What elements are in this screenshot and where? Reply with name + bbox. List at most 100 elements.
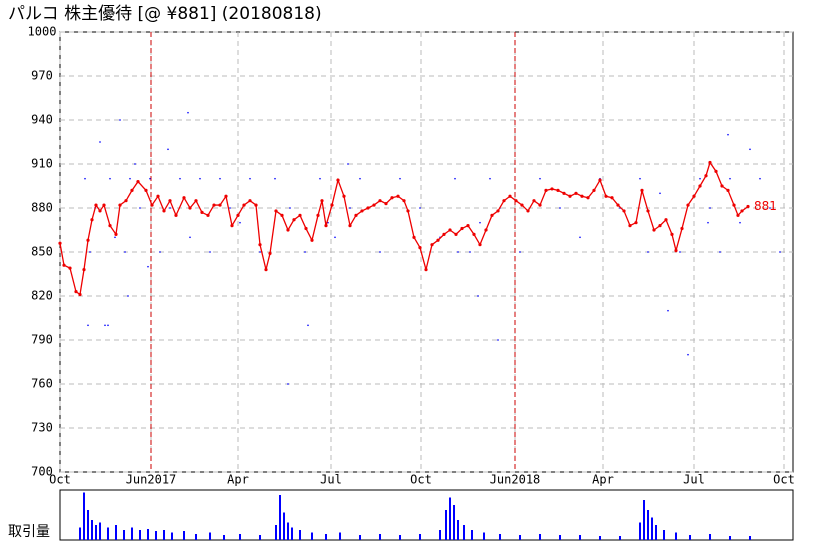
x-tick-label: Oct bbox=[410, 473, 432, 487]
price-point bbox=[384, 202, 388, 206]
price-point bbox=[324, 224, 328, 228]
price-point bbox=[704, 174, 708, 178]
price-point bbox=[556, 188, 560, 192]
price-point bbox=[354, 213, 358, 217]
x-tick-label: Oct bbox=[773, 473, 795, 487]
volume-bar bbox=[499, 534, 501, 540]
volume-bar bbox=[95, 525, 97, 540]
price-point bbox=[320, 199, 324, 203]
volume-bar bbox=[339, 532, 341, 540]
order-dot bbox=[719, 251, 721, 253]
y-tick-label: 1000 bbox=[28, 25, 57, 39]
price-point bbox=[182, 196, 186, 200]
price-point bbox=[448, 228, 452, 232]
price-point bbox=[544, 188, 548, 192]
volume-bar bbox=[729, 536, 731, 540]
price-point bbox=[268, 251, 272, 256]
price-point bbox=[442, 232, 446, 236]
x-tick-label: Jul bbox=[320, 473, 342, 487]
price-point bbox=[378, 199, 382, 203]
order-dot bbox=[739, 221, 741, 224]
order-dot bbox=[304, 251, 306, 253]
order-dot bbox=[289, 207, 291, 209]
order-dot bbox=[759, 177, 761, 180]
price-point bbox=[78, 292, 82, 297]
volume-bar bbox=[483, 532, 485, 540]
price-point bbox=[90, 218, 94, 222]
order-dot bbox=[519, 251, 521, 253]
y-tick-label: 790 bbox=[31, 333, 53, 347]
volume-bar bbox=[163, 530, 165, 540]
order-dot bbox=[134, 163, 136, 165]
order-dot bbox=[104, 324, 106, 327]
price-point bbox=[156, 194, 160, 198]
volume-bar bbox=[107, 527, 109, 540]
volume-bar bbox=[689, 535, 691, 540]
price-point bbox=[514, 199, 518, 203]
price-point bbox=[550, 187, 554, 191]
price-point bbox=[740, 209, 744, 213]
volume-bar bbox=[379, 534, 381, 540]
order-dot bbox=[707, 221, 709, 224]
order-dot bbox=[89, 251, 91, 253]
price-point bbox=[424, 268, 428, 272]
price-point bbox=[298, 213, 302, 217]
order-dot bbox=[559, 207, 561, 209]
order-dot bbox=[127, 295, 129, 297]
y-tick-label: 820 bbox=[31, 289, 53, 303]
price-point bbox=[686, 203, 690, 207]
price-point bbox=[652, 228, 656, 232]
price-point bbox=[372, 203, 376, 207]
price-point bbox=[580, 194, 584, 198]
order-dot bbox=[87, 324, 89, 327]
order-dot bbox=[209, 251, 211, 253]
x-tick-label: Jun2017 bbox=[126, 473, 177, 487]
price-point bbox=[82, 268, 86, 272]
order-dot bbox=[124, 251, 126, 253]
order-dot bbox=[419, 207, 421, 209]
order-dot bbox=[109, 177, 111, 180]
volume-bar bbox=[749, 536, 751, 540]
y-tick-label: 940 bbox=[31, 113, 53, 127]
price-point bbox=[616, 203, 620, 207]
order-dot bbox=[187, 111, 189, 114]
volume-bar bbox=[91, 520, 93, 540]
price-point bbox=[162, 209, 166, 213]
price-point bbox=[74, 290, 78, 294]
order-dot bbox=[189, 236, 191, 239]
price-point bbox=[316, 213, 320, 217]
price-point bbox=[330, 203, 334, 207]
price-point bbox=[336, 178, 340, 182]
order-dot bbox=[727, 133, 729, 136]
volume-bar bbox=[559, 535, 561, 540]
order-dot bbox=[159, 251, 161, 253]
volume-bar bbox=[639, 522, 641, 540]
price-point bbox=[592, 188, 596, 192]
order-dot bbox=[359, 177, 361, 180]
volume-bar bbox=[259, 535, 261, 540]
order-dot bbox=[619, 207, 621, 209]
price-point bbox=[230, 224, 234, 228]
price-point bbox=[436, 238, 440, 242]
price-point bbox=[538, 203, 542, 207]
price-point bbox=[118, 203, 122, 207]
y-tick-label: 910 bbox=[31, 157, 53, 171]
volume-bar bbox=[655, 525, 657, 540]
price-point bbox=[622, 209, 626, 213]
order-dot bbox=[219, 177, 221, 180]
volume-bar bbox=[439, 530, 441, 540]
volume-bar bbox=[399, 535, 401, 540]
order-dot bbox=[539, 177, 541, 180]
price-point bbox=[168, 199, 172, 203]
price-point bbox=[94, 203, 98, 207]
price-point bbox=[418, 246, 422, 250]
price-point bbox=[248, 199, 252, 203]
order-dot bbox=[84, 177, 86, 180]
price-point bbox=[174, 213, 178, 217]
price-point bbox=[200, 210, 204, 214]
price-point bbox=[58, 241, 62, 245]
price-point bbox=[258, 243, 262, 247]
y-tick-label: 850 bbox=[31, 245, 53, 259]
order-dot bbox=[169, 207, 171, 209]
volume-bar bbox=[79, 527, 81, 540]
